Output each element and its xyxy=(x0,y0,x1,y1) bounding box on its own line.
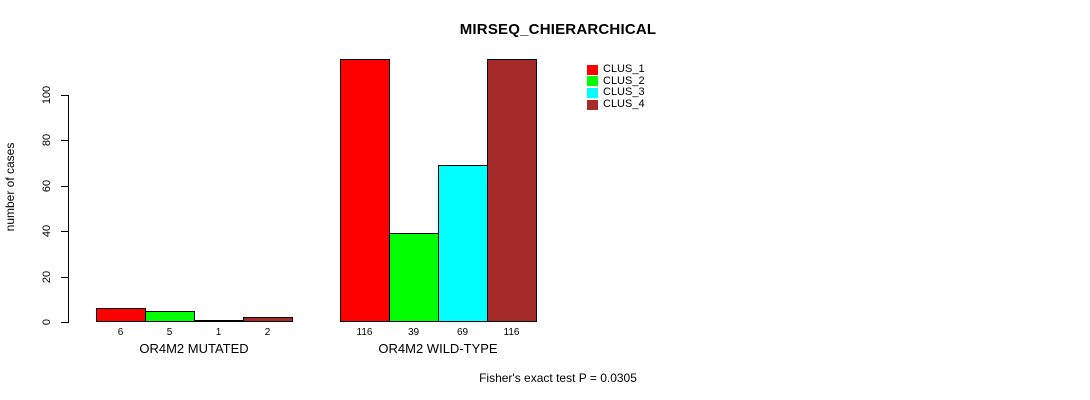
group-label: OR4M2 MUTATED xyxy=(139,341,249,356)
bar-clus_1-or4m2-wild-type xyxy=(340,59,390,322)
y-tick-label: 80 xyxy=(41,134,53,147)
bar-clus_4-or4m2-wild-type xyxy=(487,59,537,322)
group-label: OR4M2 WILD-TYPE xyxy=(378,341,498,356)
annotation-text: Fisher's exact test P = 0.0305 xyxy=(479,371,637,385)
y-axis-label: number of cases xyxy=(3,142,17,232)
legend-item: CLUS_4 xyxy=(587,99,645,111)
legend-item: CLUS_2 xyxy=(587,74,645,88)
bar-value-label: 6 xyxy=(117,327,124,338)
bar-clus_1-or4m2-mutated xyxy=(96,308,146,322)
bar-clus_4-or4m2-mutated xyxy=(243,317,293,322)
y-tick-label: 40 xyxy=(41,225,53,238)
bar-clus_3-or4m2-wild-type xyxy=(438,165,488,322)
legend-swatch-clus_3 xyxy=(587,87,598,98)
bar-value-label: 39 xyxy=(407,327,420,338)
bar-value-label: 69 xyxy=(456,327,469,338)
legend-swatch-clus_4 xyxy=(587,99,598,110)
y-tick xyxy=(61,185,68,187)
y-tick xyxy=(61,95,68,96)
bar-value-label: 5 xyxy=(166,327,173,338)
y-tick xyxy=(61,140,68,142)
bar-clus_2-or4m2-mutated xyxy=(145,311,195,322)
legend-label: CLUS_3 xyxy=(603,86,645,99)
y-tick-label: 0 xyxy=(41,318,53,326)
bar-value-label: 116 xyxy=(503,327,520,338)
bar-value-label: 116 xyxy=(356,327,373,338)
legend-label: CLUS_4 xyxy=(603,98,645,111)
bar-clus_3-or4m2-mutated xyxy=(194,320,244,322)
bar-value-label: 1 xyxy=(215,327,222,338)
bar-value-label: 2 xyxy=(264,327,271,338)
y-tick xyxy=(61,276,68,278)
y-tick xyxy=(61,231,68,233)
legend-swatch-clus_2 xyxy=(587,76,598,87)
legend-label: CLUS_1 xyxy=(603,63,645,76)
legend-swatch-clus_1 xyxy=(587,64,598,75)
chart-title: MIRSEQ_CHIERARCHICAL xyxy=(459,21,657,38)
y-tick xyxy=(61,322,68,323)
y-tick-label: 20 xyxy=(41,270,53,283)
bar-clus_2-or4m2-wild-type xyxy=(389,233,439,322)
y-tick-label: 100 xyxy=(41,85,53,105)
legend-item: CLUS_3 xyxy=(587,87,645,99)
legend-label: CLUS_2 xyxy=(603,74,645,87)
legend-item: CLUS_1 xyxy=(587,64,645,76)
y-axis-line xyxy=(68,95,69,323)
y-tick-label: 60 xyxy=(41,179,53,192)
legend: CLUS_1 CLUS_2 CLUS_3 CLUS_4 xyxy=(587,64,645,110)
